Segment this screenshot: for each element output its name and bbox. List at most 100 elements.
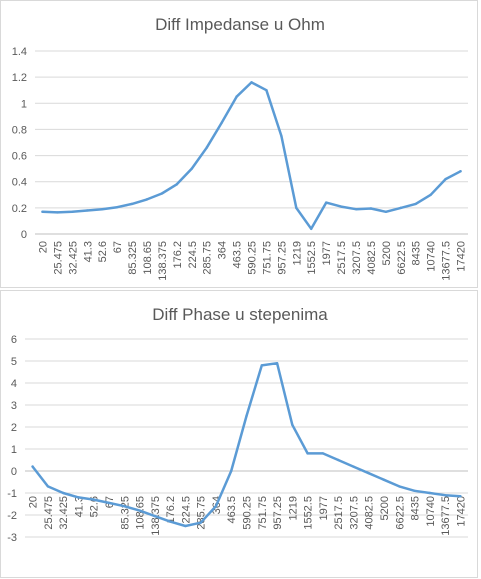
impedance-x-tick-label: 5200 xyxy=(381,241,393,265)
phase-y-tick-label: 6 xyxy=(11,334,17,346)
phase-y-tick-label: 1 xyxy=(11,444,17,456)
impedance-x-tick-label: 67 xyxy=(112,241,124,253)
phase-y-tick-label: -2 xyxy=(7,510,17,522)
phase-data-point xyxy=(428,491,432,495)
phase-data-point xyxy=(77,496,80,499)
impedance-chart: Diff Impedanse u Ohm 0 0.2 0.4 0.6 0.8 1 1.2 1.… xyxy=(12,15,468,281)
impedance-chart-title: Diff Impedanse u Ohm xyxy=(155,15,325,34)
impedance-y-tick-label: 0.2 xyxy=(12,203,27,215)
phase-x-tick-label: 6622.5 xyxy=(394,496,406,530)
impedance-y-tick-label: 0.4 xyxy=(12,177,27,189)
impedance-y-tick-label: 1.4 xyxy=(12,46,27,58)
phase-data-point xyxy=(443,494,447,497)
impedance-data-point xyxy=(429,193,432,196)
phase-x-tick-label: 108.65 xyxy=(135,496,147,530)
phase-x-tick-label: 4082.5 xyxy=(364,496,376,530)
impedance-x-tick-label: 138.375 xyxy=(157,241,169,281)
phase-x-tick-label: 1977 xyxy=(318,496,330,520)
impedance-data-point xyxy=(414,202,417,206)
impedance-data-point xyxy=(220,121,223,125)
impedance-data-point xyxy=(369,207,373,210)
phase-data-point xyxy=(31,465,34,468)
impedance-data-point xyxy=(339,205,343,208)
impedance-x-tick-label: 8435 xyxy=(411,241,423,265)
impedance-x-tick-label: 224.5 xyxy=(187,241,199,269)
phase-x-tick-label: 1219 xyxy=(287,496,299,520)
phase-data-point xyxy=(61,491,65,495)
impedance-x-tick-label: 590.25 xyxy=(247,241,259,275)
phase-y-tick-label: 0 xyxy=(11,466,17,478)
impedance-data-point xyxy=(86,209,89,212)
impedance-data-point xyxy=(354,207,358,211)
impedance-data-point xyxy=(130,202,134,206)
phase-data-point xyxy=(214,505,218,508)
phase-y-tick-label: 4 xyxy=(11,378,17,390)
impedance-x-tick-label: 2517.5 xyxy=(336,241,348,275)
impedance-data-point xyxy=(250,81,253,84)
impedance-data-point xyxy=(41,210,44,213)
impedance-x-tick-label: 463.5 xyxy=(232,241,244,269)
phase-x-tick-label: 2517.5 xyxy=(333,496,345,530)
phase-data-point xyxy=(398,485,401,488)
phase-data-point xyxy=(321,452,325,455)
phase-data-point xyxy=(168,520,172,523)
impedance-x-tick-label: 751.75 xyxy=(261,241,273,275)
impedance-x-tick-label: 364 xyxy=(217,241,229,259)
impedance-x-tick-label: 25.475 xyxy=(52,241,64,275)
impedance-x-tick-label: 176.2 xyxy=(172,241,184,269)
phase-data-point xyxy=(260,364,263,367)
phase-data-point xyxy=(123,505,126,508)
phase-data-point xyxy=(46,485,50,488)
impedance-data-point xyxy=(205,146,208,149)
phase-x-tick-label: 285.75 xyxy=(196,496,208,530)
phase-data-point xyxy=(153,514,157,518)
phase-data-point xyxy=(367,472,370,475)
impedance-data-point xyxy=(280,134,283,138)
impedance-x-tick-label: 3207.5 xyxy=(351,241,363,275)
phase-x-tick-label: 8435 xyxy=(410,496,422,520)
phase-chart-panel: Diff Phase u stepenima -3 -2 -1 0 1 2 3 4 5 6 20 25… xyxy=(0,290,478,578)
impedance-data-point xyxy=(324,201,328,204)
phase-x-tick-label: 3207.5 xyxy=(348,496,360,530)
phase-x-tick-label: 10740 xyxy=(425,496,437,527)
impedance-data-point xyxy=(235,95,238,98)
impedance-x-tick-label: 10740 xyxy=(426,241,438,272)
impedance-x-tick-label: 108.65 xyxy=(142,241,154,275)
phase-data-point xyxy=(230,469,233,473)
phase-y-tick-label: -3 xyxy=(7,532,17,544)
phase-x-tick-label: 176.2 xyxy=(165,496,177,524)
phase-data-point xyxy=(275,362,279,365)
impedance-data-point xyxy=(459,170,462,173)
impedance-x-tick-label: 52.6 xyxy=(97,241,109,262)
phase-x-tick-label: 13677.5 xyxy=(440,496,452,536)
phase-x-tick-label: 590.25 xyxy=(242,496,254,530)
phase-x-tick-label: 224.5 xyxy=(180,496,192,524)
impedance-x-tick-label: 32.425 xyxy=(67,241,79,275)
phase-data-point xyxy=(382,478,386,481)
phase-data-point xyxy=(184,524,187,528)
phase-data-point xyxy=(306,452,309,455)
impedance-x-tick-label: 85.325 xyxy=(127,241,139,275)
impedance-data-point xyxy=(115,206,119,209)
phase-data-point xyxy=(199,521,202,524)
phase-y-tick-label: 2 xyxy=(11,422,17,434)
phase-data-point xyxy=(245,414,248,418)
phase-x-tick-label: 751.75 xyxy=(257,496,269,530)
impedance-x-tick-label: 285.75 xyxy=(202,241,214,275)
impedance-x-tick-label: 41.3 xyxy=(82,241,94,262)
phase-x-tick-label: 32.425 xyxy=(58,496,70,530)
impedance-data-point xyxy=(160,192,164,195)
phase-y-tick-label: 5 xyxy=(11,356,17,368)
impedance-y-tick-label: 1.2 xyxy=(12,72,27,84)
phase-x-tick-label: 5200 xyxy=(379,496,391,520)
phase-y-tick-label: -1 xyxy=(7,488,17,500)
impedance-x-tick-label: 4082.5 xyxy=(366,241,378,275)
phase-data-point xyxy=(107,501,111,505)
impedance-data-point xyxy=(175,183,179,186)
impedance-data-point xyxy=(265,89,268,92)
impedance-x-tick-label: 6622.5 xyxy=(396,241,408,275)
impedance-x-tick-label: 957.25 xyxy=(276,241,288,275)
phase-data-point xyxy=(92,498,95,501)
impedance-data-point xyxy=(56,211,59,214)
impedance-x-tick-label: 13677.5 xyxy=(441,241,453,281)
